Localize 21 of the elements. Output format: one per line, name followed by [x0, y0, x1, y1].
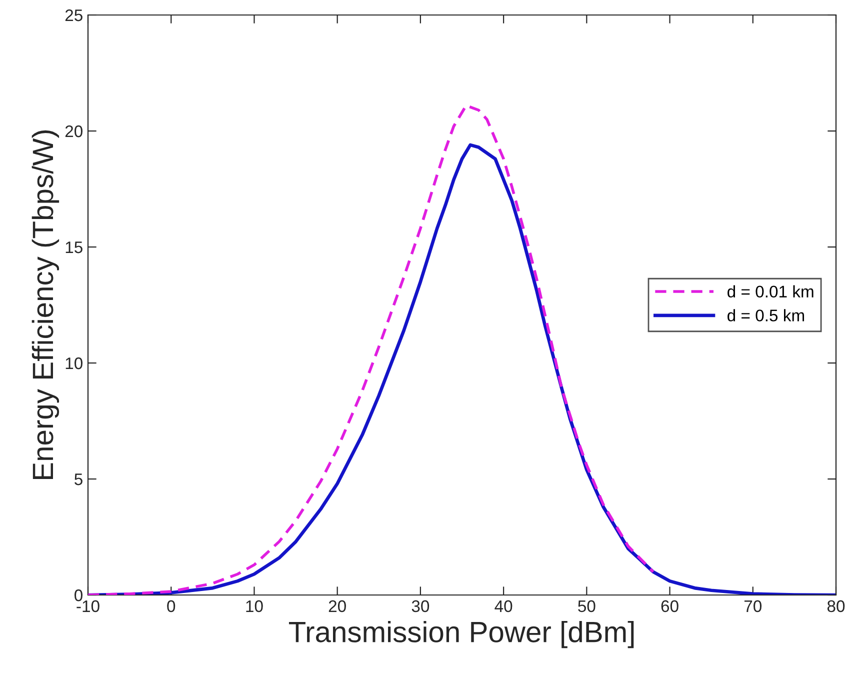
x-tick-label: 20 — [328, 600, 346, 612]
y-tick-label: 10 — [66, 357, 82, 370]
y-tick-label: 15 — [66, 242, 82, 254]
y-tick-label: 25 — [65, 9, 82, 22]
x-tick-label: -10 — [76, 600, 100, 612]
x-tick-label: 80 — [827, 600, 845, 612]
x-tick-label: 50 — [578, 600, 596, 612]
y-axis-title: Energy Efficiency (Tbps/W) — [32, 130, 60, 480]
legend-label: d = 0.5 km — [728, 309, 804, 322]
x-tick-label: 70 — [744, 600, 762, 612]
y-tick-label: 0 — [74, 589, 82, 602]
x-tick-label: 60 — [661, 600, 678, 612]
y-tick-label: 5 — [74, 474, 82, 486]
x-axis-title: Transmission Power [dBm] — [288, 620, 634, 648]
legend-label: d = 0.01 km — [728, 285, 814, 298]
line-series — [88, 104, 655, 595]
x-tick-label: 30 — [412, 600, 430, 612]
y-tick-label: 20 — [65, 125, 82, 138]
x-tick-label: 0 — [167, 600, 176, 612]
x-tick-label: 10 — [246, 600, 263, 612]
x-tick-label: 40 — [494, 600, 512, 612]
